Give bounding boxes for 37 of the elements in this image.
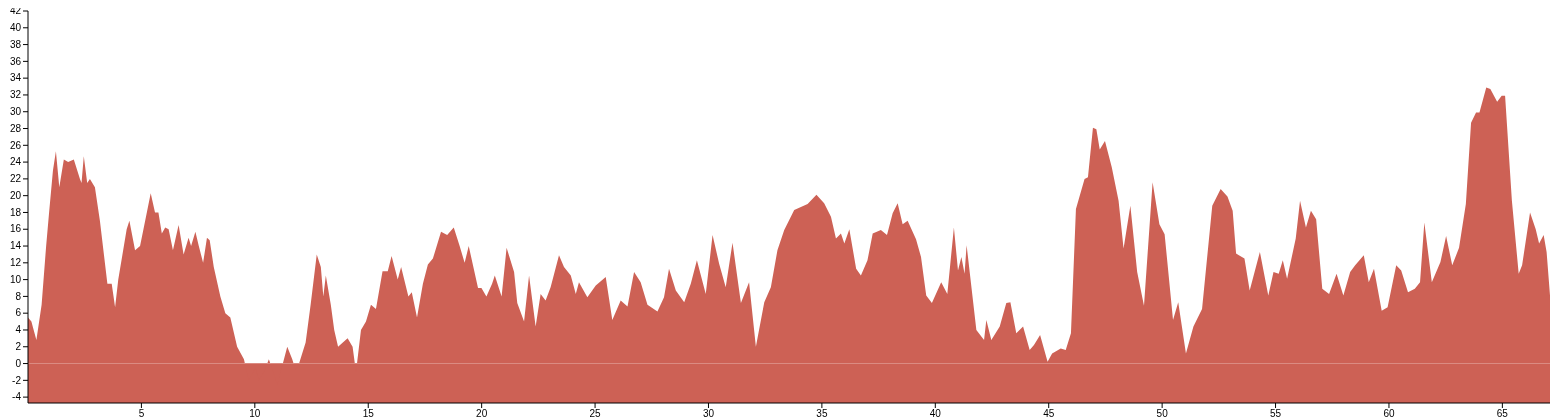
x-tick-label: 45 xyxy=(1043,408,1055,419)
y-tick-label: -2 xyxy=(12,374,22,386)
y-tick-label: 38 xyxy=(9,38,22,50)
y-tick-label: 6 xyxy=(15,307,22,319)
y-tick-label: 14 xyxy=(9,240,22,252)
y-tick-label: 10 xyxy=(9,273,22,285)
x-tick-label: 55 xyxy=(1269,408,1282,419)
y-tick-label: 12 xyxy=(9,257,22,269)
y-tick-label: 36 xyxy=(9,55,22,67)
y-tick-label: 8 xyxy=(15,290,22,302)
x-tick-label: 65 xyxy=(1496,408,1509,419)
y-tick-label: 16 xyxy=(9,223,22,235)
x-tick-label: 15 xyxy=(362,408,375,419)
y-tick-label: 34 xyxy=(9,72,22,84)
x-tick-label: 40 xyxy=(929,408,942,419)
x-tick-label: 50 xyxy=(1156,408,1169,419)
y-tick-label: 18 xyxy=(9,206,22,218)
x-tick-label: 10 xyxy=(249,408,261,419)
x-tick-label: 25 xyxy=(589,408,602,419)
y-tick-label: 24 xyxy=(9,156,22,168)
y-tick-label: 40 xyxy=(9,21,22,33)
x-tick-label: 5 xyxy=(138,408,145,419)
y-tick-label: 30 xyxy=(9,105,22,117)
y-tick-label: 42 xyxy=(9,5,22,17)
y-tick-label: 2 xyxy=(15,340,22,352)
y-tick-label: -4 xyxy=(12,391,22,403)
y-tick-label: 0 xyxy=(15,357,22,369)
y-tick-label: 28 xyxy=(9,122,22,134)
y-tick-label: 32 xyxy=(9,89,22,101)
y-tick-label: 22 xyxy=(9,173,22,185)
x-tick-label: 35 xyxy=(816,408,828,419)
x-tick-label: 30 xyxy=(702,408,715,419)
y-tick-label: 4 xyxy=(15,324,22,336)
y-tick-label: 26 xyxy=(9,139,22,151)
x-tick-label: 20 xyxy=(476,408,488,419)
y-tick-label: 20 xyxy=(9,189,22,201)
x-tick-label: 60 xyxy=(1383,408,1395,419)
